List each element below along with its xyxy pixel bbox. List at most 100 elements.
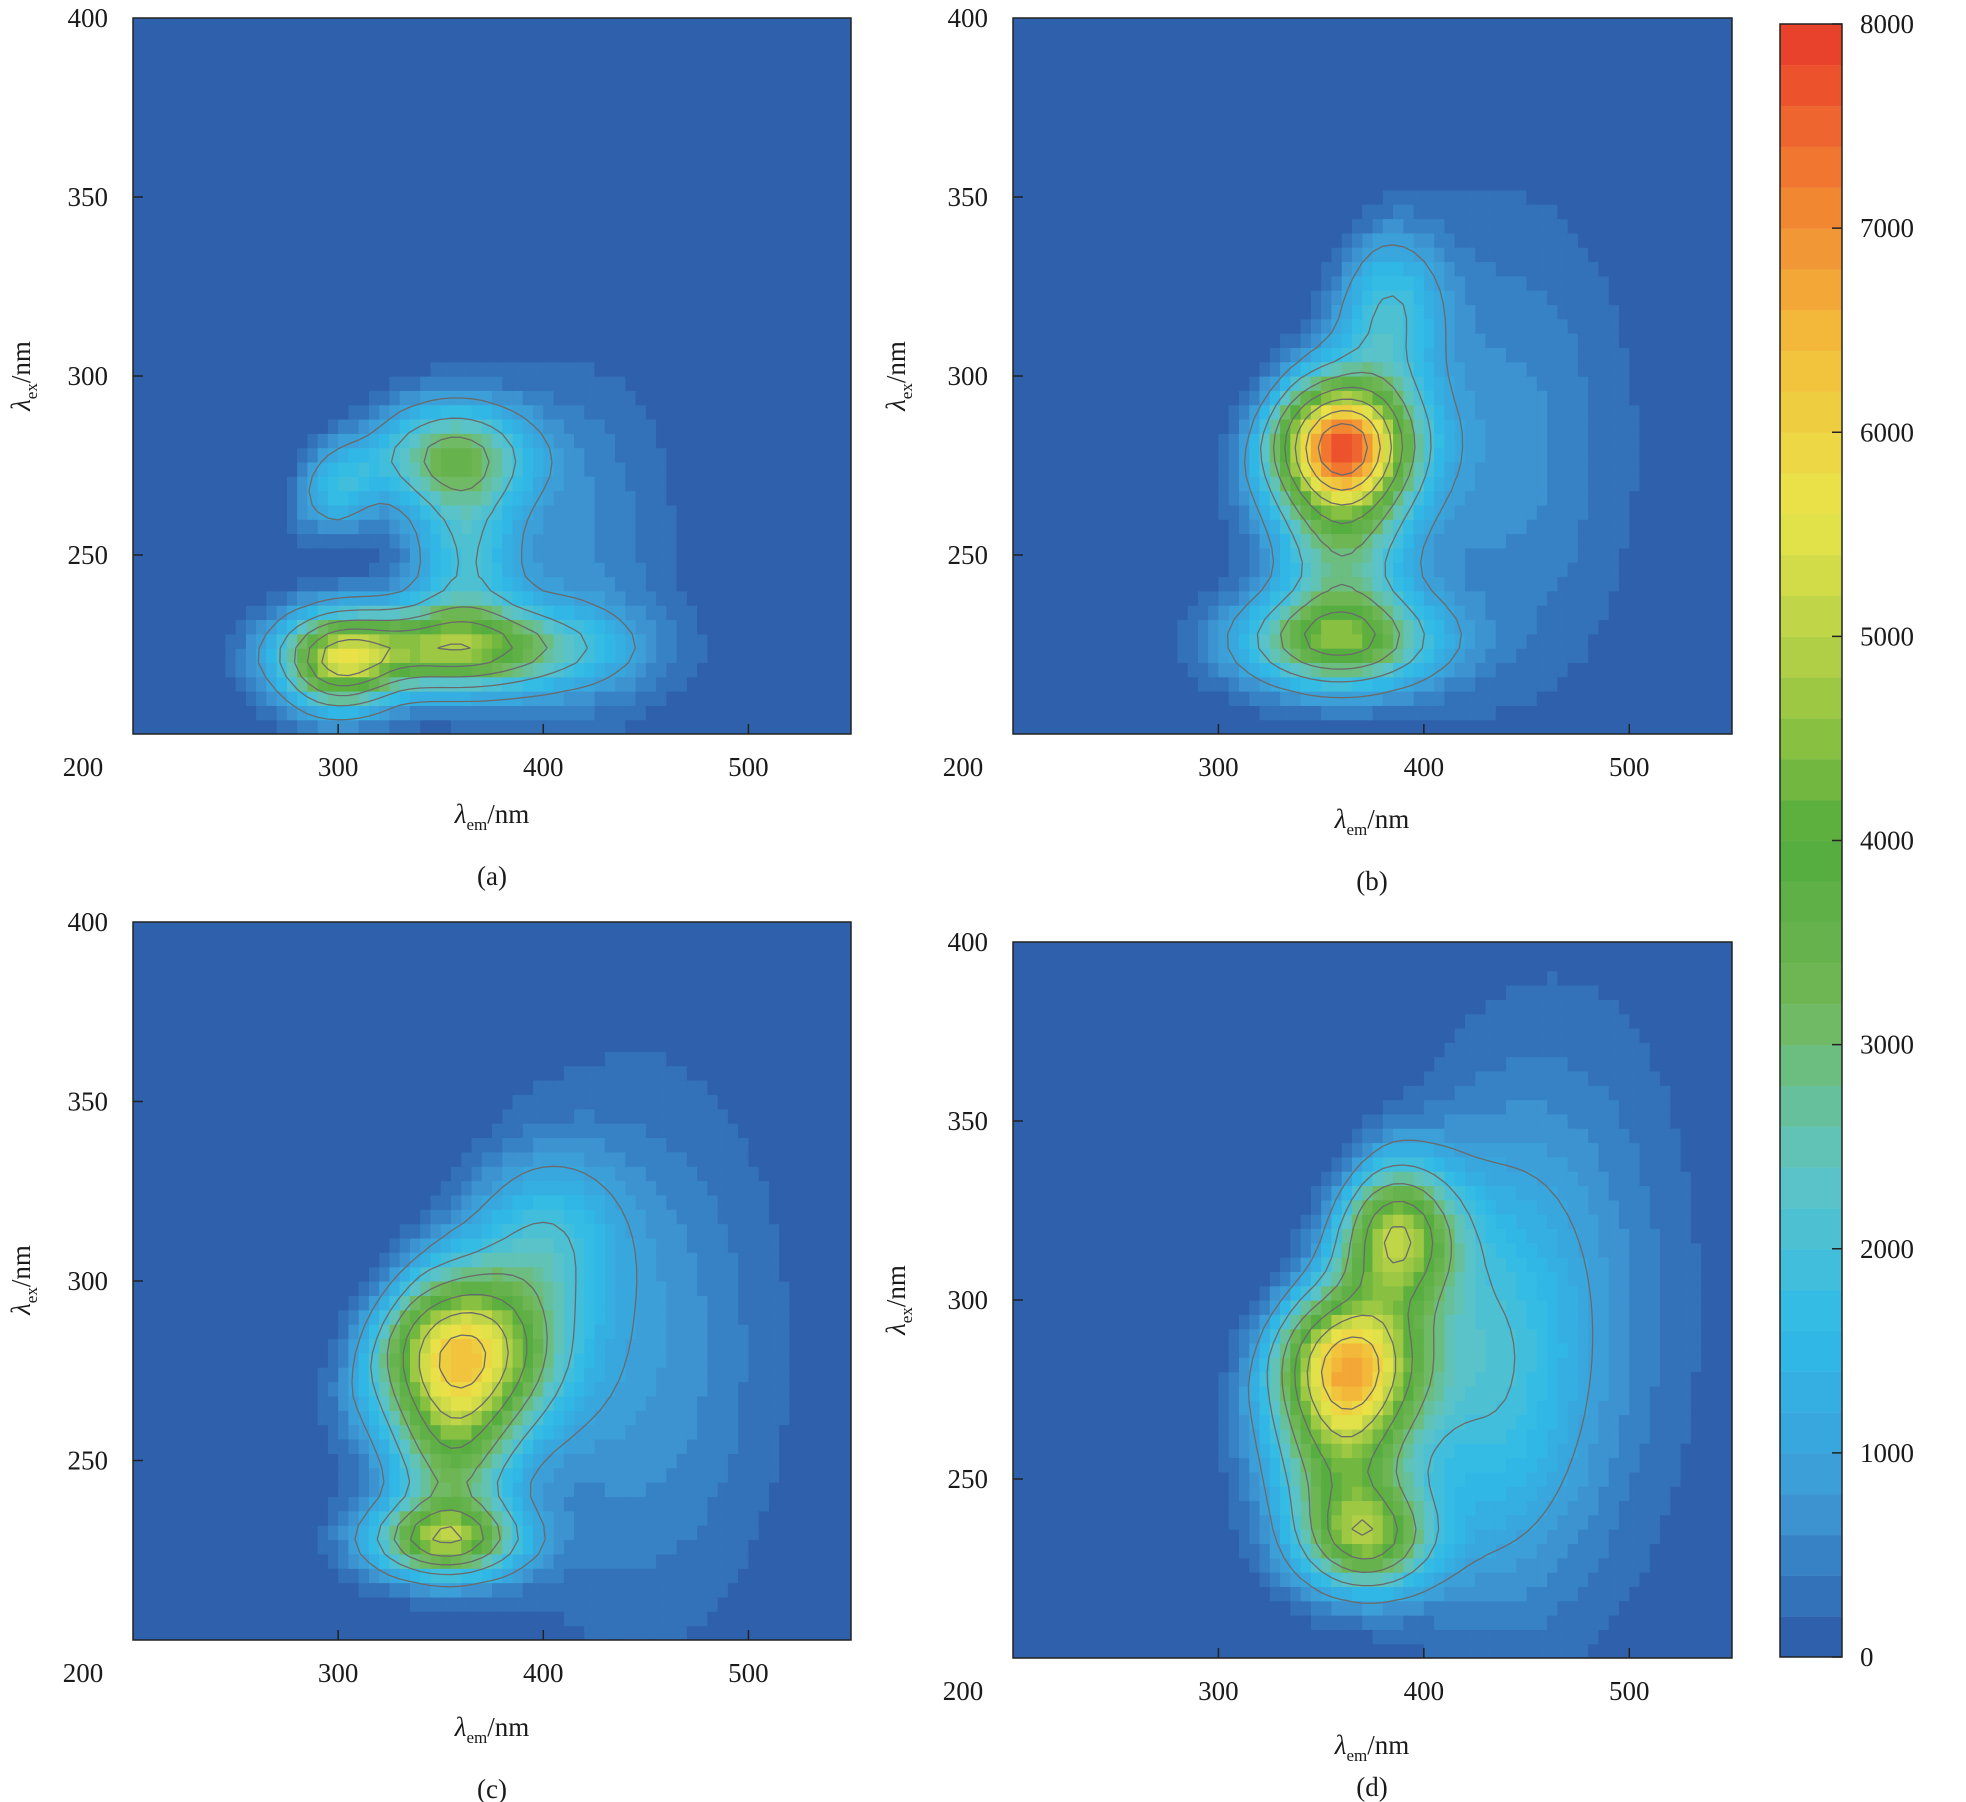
heatmap-cell bbox=[450, 218, 462, 234]
heatmap-cell bbox=[563, 32, 575, 48]
heatmap-cell bbox=[492, 146, 503, 162]
heatmap-cell bbox=[286, 519, 298, 535]
heatmap-cell bbox=[738, 318, 750, 334]
heatmap-cell bbox=[1598, 719, 1610, 734]
heatmap-cell bbox=[1074, 705, 1086, 721]
heatmap-cell bbox=[1033, 519, 1045, 535]
heatmap-cell bbox=[676, 89, 688, 105]
heatmap-cell bbox=[758, 662, 770, 678]
heatmap-cell bbox=[348, 60, 360, 76]
heatmap-cell bbox=[1670, 576, 1682, 592]
heatmap-cell bbox=[368, 719, 380, 734]
heatmap-cell bbox=[481, 318, 493, 334]
heatmap-cell bbox=[184, 648, 196, 663]
heatmap-cell bbox=[379, 261, 391, 277]
heatmap-cell bbox=[215, 189, 226, 205]
heatmap-cell bbox=[666, 118, 678, 134]
heatmap-cell bbox=[522, 361, 534, 377]
heatmap-cell bbox=[286, 333, 298, 348]
heatmap-cell bbox=[799, 390, 811, 406]
heatmap-cell bbox=[327, 547, 339, 563]
heatmap-cell bbox=[440, 404, 452, 420]
heatmap-cell bbox=[399, 590, 411, 606]
heatmap-cell bbox=[184, 18, 196, 33]
heatmap-cell bbox=[768, 433, 780, 449]
heatmap-cell bbox=[820, 218, 832, 234]
heatmap-cell bbox=[184, 118, 196, 134]
heatmap-cell bbox=[1495, 504, 1507, 520]
heatmap-cell bbox=[1249, 590, 1261, 606]
heatmap-cell bbox=[256, 590, 267, 606]
heatmap-cell bbox=[440, 175, 452, 191]
heatmap-cell bbox=[1536, 705, 1548, 721]
heatmap-cell bbox=[204, 648, 216, 663]
heatmap-cell bbox=[133, 146, 144, 162]
heatmap-cell bbox=[461, 619, 473, 635]
heatmap-cell bbox=[645, 333, 657, 348]
heatmap-cell bbox=[471, 447, 483, 463]
heatmap-cell bbox=[297, 275, 308, 291]
heatmap-cell bbox=[635, 146, 647, 162]
heatmap-cell bbox=[492, 576, 503, 592]
heatmap-cell bbox=[348, 576, 360, 592]
heatmap-cell bbox=[820, 103, 832, 119]
heatmap-cell bbox=[799, 433, 811, 449]
heatmap-cell bbox=[266, 304, 278, 320]
heatmap-cell bbox=[604, 204, 616, 220]
heatmap-cell bbox=[225, 204, 237, 220]
heatmap-cell bbox=[830, 605, 842, 621]
heatmap-cell bbox=[481, 576, 493, 592]
heatmap-cell bbox=[840, 46, 851, 62]
heatmap-cell bbox=[1403, 461, 1415, 477]
heatmap-cell bbox=[625, 433, 637, 449]
heatmap-cell bbox=[1054, 547, 1065, 563]
heatmap-cell bbox=[1300, 547, 1312, 563]
heatmap-cell bbox=[1177, 490, 1189, 506]
heatmap-cell bbox=[245, 218, 257, 234]
heatmap-cell bbox=[656, 691, 667, 706]
heatmap-cell bbox=[409, 333, 421, 348]
heatmap-cell bbox=[1475, 662, 1487, 678]
heatmap-cell bbox=[512, 103, 524, 119]
heatmap-cell bbox=[1516, 461, 1528, 477]
heatmap-cell bbox=[553, 75, 565, 91]
heatmap-cell bbox=[1413, 476, 1425, 492]
heatmap-cell bbox=[799, 590, 811, 606]
heatmap-cell bbox=[184, 103, 196, 119]
heatmap-cell bbox=[450, 175, 462, 191]
heatmap-cell bbox=[502, 89, 514, 105]
heatmap-cell bbox=[348, 32, 360, 48]
heatmap-cell bbox=[779, 490, 791, 506]
heatmap-cell bbox=[563, 676, 575, 692]
heatmap-cell bbox=[1464, 562, 1476, 578]
heatmap-cell bbox=[635, 333, 647, 348]
heatmap-cell bbox=[235, 46, 247, 62]
heatmap-cell bbox=[461, 662, 473, 678]
heatmap-cell bbox=[820, 719, 832, 734]
heatmap-cell bbox=[563, 161, 575, 177]
heatmap-cell bbox=[266, 18, 278, 33]
heatmap-cell bbox=[697, 146, 708, 162]
heatmap-cell bbox=[184, 676, 196, 692]
heatmap-cell bbox=[1095, 648, 1107, 663]
heatmap-cell bbox=[430, 447, 442, 463]
heatmap-cell bbox=[174, 18, 185, 33]
heatmap-cell bbox=[553, 461, 565, 477]
heatmap-cell bbox=[1331, 490, 1343, 506]
heatmap-cell bbox=[194, 32, 206, 48]
heatmap-cell bbox=[297, 118, 308, 134]
heatmap-cell bbox=[553, 161, 565, 177]
heatmap-cell bbox=[143, 218, 155, 234]
heatmap-cell bbox=[594, 662, 606, 678]
heatmap-cell bbox=[1177, 519, 1189, 535]
heatmap-cell bbox=[574, 562, 585, 578]
heatmap-cell bbox=[420, 590, 432, 606]
heatmap-cell bbox=[594, 347, 606, 363]
heatmap-cell bbox=[522, 662, 534, 678]
heatmap-cell bbox=[584, 275, 596, 291]
heatmap-cell bbox=[1464, 461, 1476, 477]
heatmap-cell bbox=[399, 476, 411, 492]
heatmap-cell bbox=[645, 118, 657, 134]
heatmap-cell bbox=[1197, 719, 1209, 734]
heatmap-cell bbox=[286, 576, 298, 592]
